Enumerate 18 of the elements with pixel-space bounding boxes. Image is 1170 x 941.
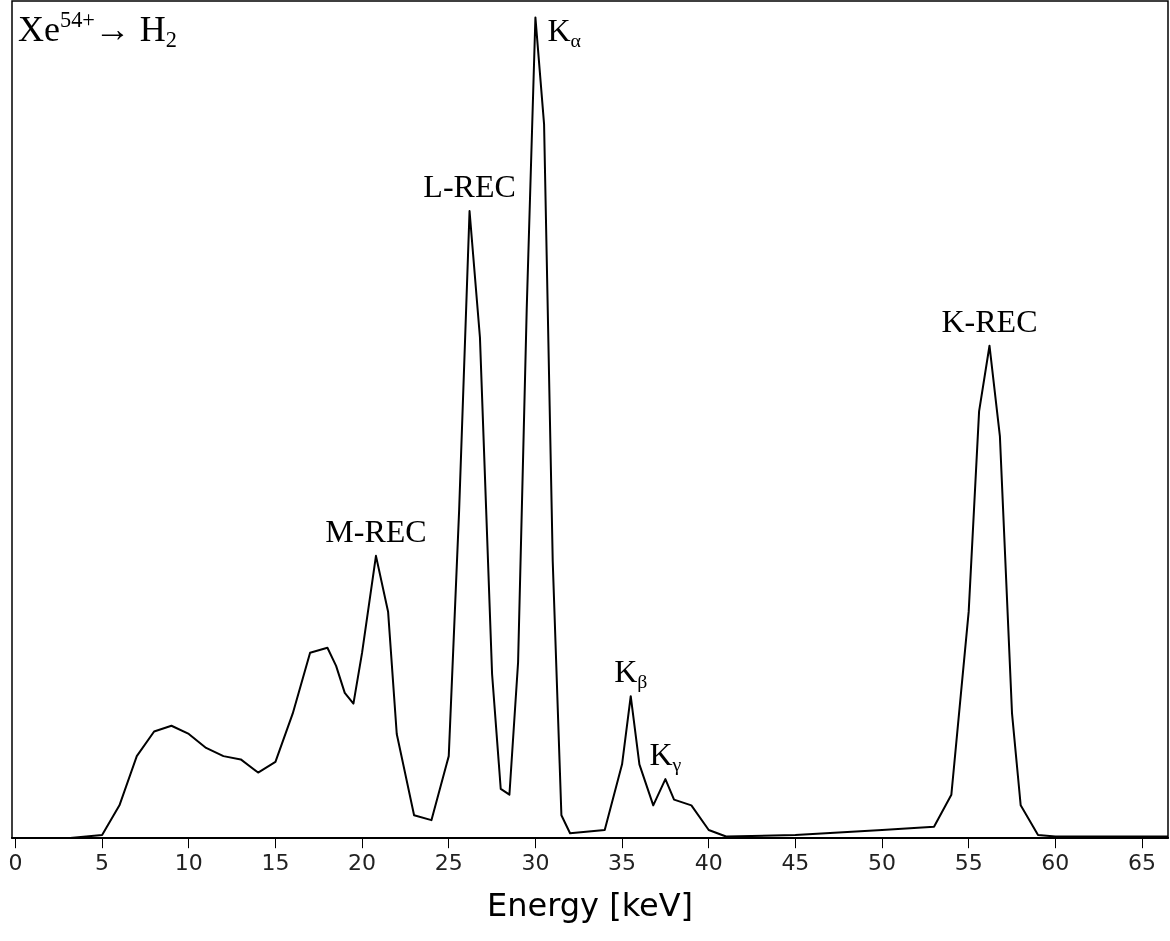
x-tick-label: 5: [95, 850, 110, 876]
x-tick-label: 20: [348, 850, 377, 876]
x-tick-label: 55: [954, 850, 983, 876]
x-tick-label: 45: [781, 850, 810, 876]
x-tick-label: 65: [1128, 850, 1156, 876]
x-tick-label: 30: [521, 850, 550, 876]
x-tick-label: 25: [434, 850, 463, 876]
x-tick-label: 35: [608, 850, 637, 876]
annotation: K-REC: [941, 302, 1038, 339]
x-tick-label: 60: [1041, 850, 1070, 876]
x-tick-label: 10: [174, 850, 203, 876]
x-tick-label: 50: [868, 850, 897, 876]
x-tick-label: 0: [8, 850, 23, 876]
x-tick-label: 40: [694, 850, 723, 876]
x-tick-label: 15: [261, 850, 290, 876]
x-axis-title: Energy [keV]: [486, 886, 694, 925]
annotation: M-REC: [325, 512, 427, 549]
annotation: L-REC: [423, 168, 516, 205]
